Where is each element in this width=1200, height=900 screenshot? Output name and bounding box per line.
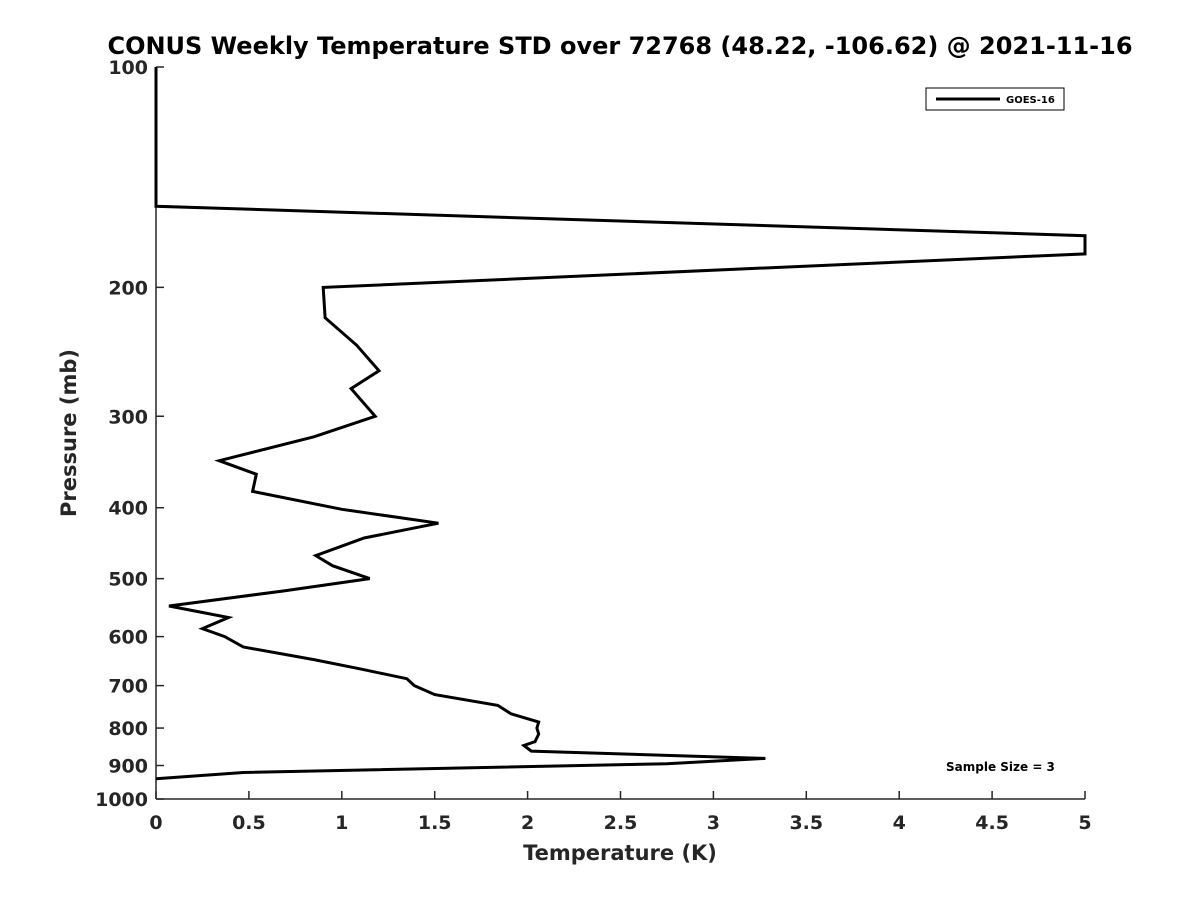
plot-series <box>154 67 1087 781</box>
sample-size-annotation: Sample Size = 3 <box>946 760 1055 774</box>
x-tick-label: 0 <box>149 812 162 834</box>
x-tick-label: 3.5 <box>789 812 823 834</box>
x-tick-label: 0.5 <box>232 812 266 834</box>
y-tick-label: 500 <box>108 569 148 591</box>
y-tick-label: 800 <box>108 718 148 740</box>
x-tick-label: 2 <box>521 812 534 834</box>
axes: 0 0.5 1 1.5 2 2.5 3 3.5 4 4.5 5 100 200 300 400 500 600 7… <box>95 57 1092 834</box>
y-tick-label: 300 <box>108 406 148 428</box>
y-axis-label: Pressure (mb) <box>57 349 81 517</box>
y-tick-label: 200 <box>108 277 148 299</box>
y-tick-label: 900 <box>108 756 148 778</box>
y-tick-label: 700 <box>108 676 148 698</box>
y-tick-label: 1000 <box>95 789 148 811</box>
legend-label-goes-16: GOES-16 <box>1006 95 1055 106</box>
legend: GOES-16 <box>925 87 1065 111</box>
y-tick-label: 400 <box>108 498 148 520</box>
x-tick-label: 2.5 <box>604 812 638 834</box>
x-tick-label: 1.5 <box>418 812 452 834</box>
x-tick-label: 4 <box>893 812 906 834</box>
x-tick-label: 5 <box>1078 812 1091 834</box>
y-tick-label: 600 <box>108 627 148 649</box>
chart-title: CONUS Weekly Temperature STD over 72768 … <box>107 32 1132 60</box>
x-tick-label: 1 <box>335 812 348 834</box>
x-tick-label: 4.5 <box>975 812 1009 834</box>
x-tick-label: 3 <box>707 812 720 834</box>
y-tick-label: 100 <box>108 57 148 79</box>
x-axis-label: Temperature (K) <box>523 841 717 865</box>
series-line-goes-16 <box>154 67 1087 781</box>
